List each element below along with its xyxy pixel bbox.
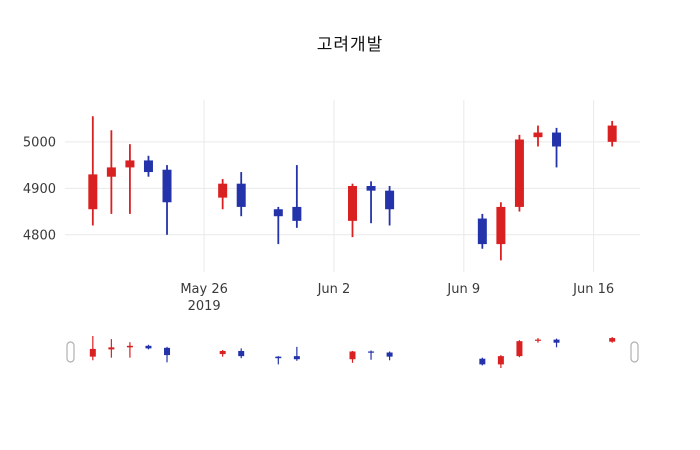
slider-candle-body <box>238 350 245 357</box>
slider-candle-body <box>349 351 356 360</box>
slider-candle-body <box>164 347 171 356</box>
slider-candle-body <box>516 341 523 357</box>
slider-candle-body <box>368 351 375 353</box>
candle-body <box>533 132 543 138</box>
x-axis-tick-sublabel: 2019 <box>188 299 221 314</box>
candle-body <box>552 132 562 147</box>
slider-candle-body <box>126 345 133 348</box>
slider-candle-body <box>275 356 282 359</box>
y-axis-tick-label: 5000 <box>23 135 56 150</box>
slider-candle-body <box>497 356 504 365</box>
candle-body <box>496 206 506 245</box>
candle-body <box>366 186 376 191</box>
x-axis-tick-label: Jun 9 <box>446 282 480 297</box>
candle-body <box>88 174 98 210</box>
slider-candle-body <box>108 347 115 350</box>
candle-body <box>106 167 116 177</box>
slider-candle-body <box>89 348 96 357</box>
candle-body <box>162 169 172 203</box>
x-axis-tick-label: May 26 <box>180 282 228 297</box>
x-axis-tick-label: Jun 16 <box>572 282 614 297</box>
range-slider-left-handle[interactable] <box>66 341 75 363</box>
slider-candle-body <box>293 356 300 360</box>
chart-title: 고려개발 <box>316 35 384 55</box>
candle-body <box>236 183 246 207</box>
slider-candle-body <box>219 350 226 355</box>
candle-body <box>273 209 283 217</box>
range-slider-right-handle[interactable] <box>630 341 639 363</box>
slider-candle-body <box>534 339 541 341</box>
slider-candle-body <box>386 352 393 357</box>
candle-body <box>292 206 302 221</box>
candle-body <box>385 190 395 210</box>
candle-body <box>143 160 153 173</box>
candle-body <box>125 160 135 168</box>
candle-body <box>477 218 487 245</box>
candle-body <box>607 125 617 142</box>
slider-candle-body <box>553 339 560 343</box>
candle-body <box>514 139 524 207</box>
y-axis-tick-label: 4900 <box>23 182 56 197</box>
slider-candle-body <box>479 358 486 365</box>
candle-body <box>348 186 357 221</box>
slider-candle-body <box>609 338 616 342</box>
slider-candle-body <box>145 345 152 349</box>
x-axis-tick-label: Jun 2 <box>317 282 351 297</box>
y-axis-tick-label: 4800 <box>23 228 56 243</box>
candle-body <box>218 183 228 198</box>
